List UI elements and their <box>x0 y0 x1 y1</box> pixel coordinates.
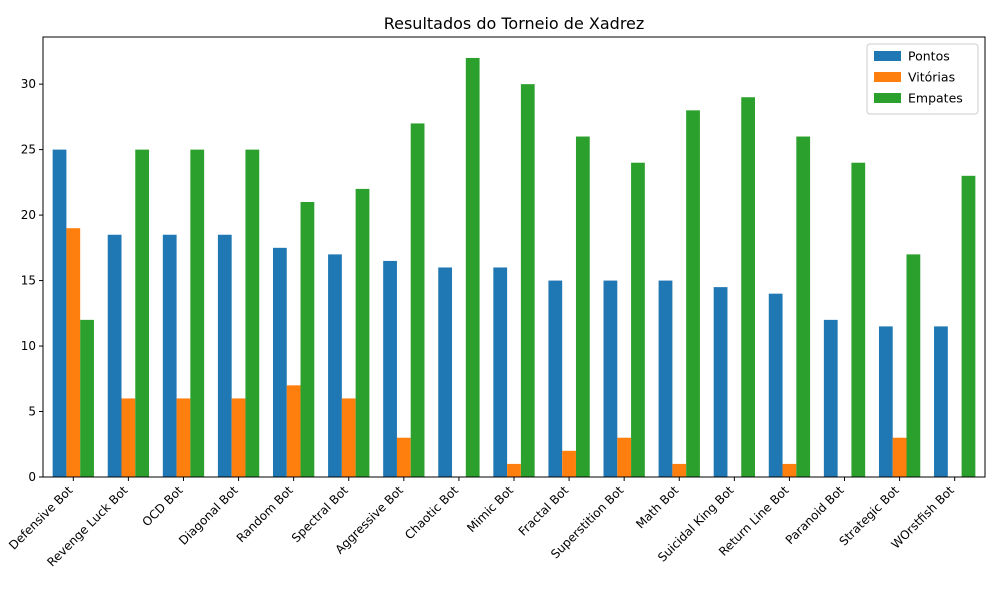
y-tick-label: 5 <box>28 405 36 419</box>
bar-pontos-16 <box>934 326 948 477</box>
x-tick-label: Mimic Bot <box>464 483 516 535</box>
legend-swatch <box>874 51 901 61</box>
bar-pontos-2 <box>162 234 177 477</box>
y-tick-label: 30 <box>21 77 36 91</box>
bar-empates-10 <box>631 162 645 477</box>
bar-vit-rias-10 <box>617 437 632 477</box>
y-tick-label: 0 <box>28 470 36 484</box>
bar-vit-rias-0 <box>66 228 81 477</box>
bar-empates-14 <box>851 162 866 477</box>
bar-empates-15 <box>906 254 921 477</box>
bar-empates-13 <box>796 136 811 477</box>
bar-empates-8 <box>520 84 535 477</box>
bar-pontos-8 <box>493 267 508 477</box>
bar-empates-2 <box>190 149 205 477</box>
y-tick-label: 10 <box>21 339 36 353</box>
plot-frame <box>42 36 986 478</box>
legend-label: Vitórias <box>908 70 955 85</box>
bar-pontos-7 <box>438 267 453 477</box>
bar-empates-3 <box>245 149 260 477</box>
bar-empates-16 <box>961 175 976 477</box>
x-tick-label: Fractal Bot <box>516 483 572 539</box>
bar-pontos-4 <box>272 247 287 477</box>
y-tick-label: 20 <box>21 208 36 222</box>
y-tick-label: 25 <box>21 143 36 157</box>
bar-pontos-6 <box>383 260 397 477</box>
bar-empates-4 <box>300 202 315 477</box>
bar-empates-1 <box>135 149 150 477</box>
chart-title: Resultados do Torneio de Xadrez <box>384 14 645 33</box>
bar-vit-rias-4 <box>286 385 301 477</box>
bar-vit-rias-3 <box>231 398 246 477</box>
bar-vit-rias-1 <box>121 398 136 477</box>
x-tick-label: OCD Bot <box>140 483 186 529</box>
bar-pontos-13 <box>768 293 783 477</box>
legend-label: Empates <box>908 91 963 106</box>
bar-pontos-9 <box>548 280 563 477</box>
y-tick-label: 15 <box>21 274 36 288</box>
legend-label: Pontos <box>908 49 950 64</box>
x-tick-label: Diagonal Bot <box>176 483 241 548</box>
bar-pontos-11 <box>658 280 673 477</box>
legend-swatch <box>874 72 901 82</box>
bar-pontos-10 <box>603 280 618 477</box>
bar-vit-rias-8 <box>507 463 521 477</box>
bar-vit-rias-9 <box>562 450 576 477</box>
x-tick-label: Random Bot <box>234 483 296 545</box>
bar-empates-0 <box>80 319 94 477</box>
bar-pontos-3 <box>217 234 232 477</box>
bar-empates-6 <box>410 123 425 478</box>
bars-group <box>52 57 976 478</box>
bar-pontos-12 <box>713 287 728 477</box>
bar-vit-rias-2 <box>176 398 191 477</box>
bar-pontos-1 <box>107 234 122 477</box>
bar-pontos-14 <box>823 319 838 477</box>
bar-empates-9 <box>575 136 590 477</box>
legend-swatch <box>874 93 901 103</box>
bar-empates-7 <box>465 57 480 477</box>
x-tick-label: Math Bot <box>633 483 681 531</box>
y-axis: 0 5 10 15 20 25 30 <box>21 77 43 484</box>
legend: Pontos Vitórias Empates <box>866 43 979 115</box>
bar-empates-5 <box>355 188 370 477</box>
bar-pontos-5 <box>328 254 342 477</box>
bar-pontos-0 <box>52 149 67 477</box>
bar-empates-12 <box>741 97 756 478</box>
bar-vit-rias-13 <box>782 463 797 477</box>
bar-empates-11 <box>686 110 700 477</box>
bar-pontos-15 <box>878 326 893 477</box>
bar-vit-rias-5 <box>341 398 356 477</box>
x-tick-label: Spectral Bot <box>289 483 351 545</box>
bar-vit-rias-15 <box>892 437 907 477</box>
bar-vit-rias-6 <box>396 437 411 477</box>
bar-vit-rias-11 <box>672 463 687 477</box>
x-tick-label: Chaotic Bot <box>402 483 461 542</box>
